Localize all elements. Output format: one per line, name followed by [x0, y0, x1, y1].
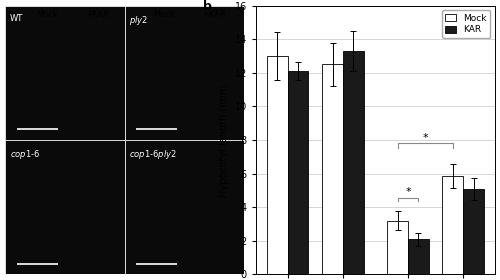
- Bar: [5, 140, 124, 274]
- Bar: [343, 51, 364, 274]
- Text: *: *: [422, 132, 428, 143]
- Legend: Mock, KAR: Mock, KAR: [442, 10, 490, 38]
- Text: WT: WT: [10, 14, 23, 23]
- Text: a: a: [8, 8, 16, 21]
- Text: Mock: Mock: [153, 10, 175, 19]
- Text: $\it{cop1}$-$\it{6ply2}$: $\it{cop1}$-$\it{6ply2}$: [130, 148, 177, 161]
- Bar: [124, 140, 244, 274]
- Text: $\it{cop1}$-$\it{6}$: $\it{cop1}$-$\it{6}$: [10, 148, 40, 161]
- Text: +KAR: +KAR: [202, 10, 226, 19]
- Text: +KAR: +KAR: [85, 10, 109, 19]
- Bar: [408, 239, 429, 274]
- Y-axis label: Hypocotyl length (mm): Hypocotyl length (mm): [219, 83, 229, 197]
- Text: *: *: [405, 187, 411, 197]
- Bar: [387, 221, 408, 274]
- Text: $\it{ply2}$: $\it{ply2}$: [130, 14, 148, 27]
- Bar: [124, 6, 244, 140]
- Bar: [5, 6, 124, 140]
- Bar: [322, 64, 343, 274]
- Bar: [464, 189, 484, 274]
- Bar: [442, 176, 464, 274]
- Text: b: b: [204, 0, 212, 13]
- Bar: [288, 71, 308, 274]
- Text: Mock: Mock: [36, 10, 58, 19]
- Bar: [267, 56, 287, 274]
